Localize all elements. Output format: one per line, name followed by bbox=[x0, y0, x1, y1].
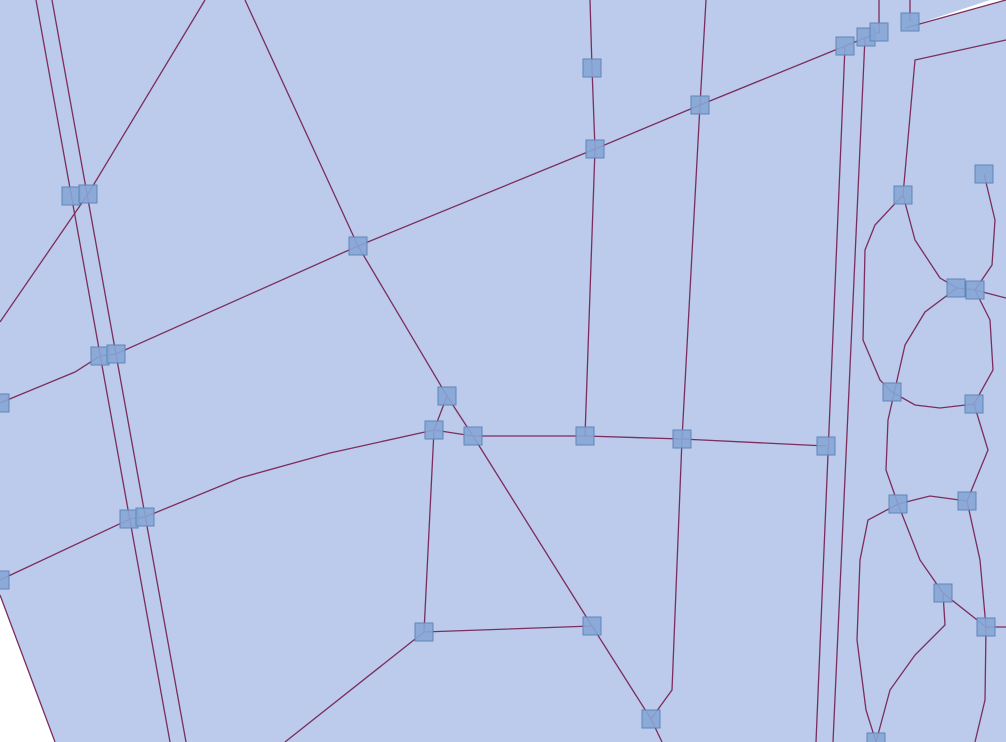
node bbox=[437, 386, 457, 406]
node bbox=[641, 709, 661, 729]
node bbox=[882, 382, 902, 402]
node bbox=[964, 394, 984, 414]
node bbox=[414, 622, 434, 642]
node bbox=[672, 429, 692, 449]
node bbox=[900, 12, 920, 32]
node bbox=[974, 164, 994, 184]
node bbox=[690, 95, 710, 115]
node bbox=[946, 278, 966, 298]
node bbox=[816, 436, 836, 456]
node bbox=[933, 583, 953, 603]
node bbox=[424, 420, 444, 440]
nodes bbox=[0, 12, 996, 742]
node bbox=[90, 346, 110, 366]
node bbox=[106, 344, 126, 364]
node bbox=[582, 616, 602, 636]
node bbox=[888, 494, 908, 514]
road bbox=[885, 287, 1006, 628]
node bbox=[0, 393, 10, 413]
node bbox=[348, 236, 368, 256]
road bbox=[584, 0, 596, 437]
node bbox=[135, 507, 155, 527]
road bbox=[862, 39, 1006, 393]
node bbox=[585, 139, 605, 159]
node bbox=[575, 426, 595, 446]
road bbox=[856, 495, 968, 742]
node bbox=[119, 509, 139, 529]
node bbox=[0, 570, 10, 590]
node bbox=[582, 58, 602, 78]
node bbox=[869, 22, 889, 42]
node bbox=[61, 186, 81, 206]
node bbox=[893, 185, 913, 205]
node bbox=[976, 617, 996, 637]
node bbox=[78, 184, 98, 204]
road bbox=[284, 395, 593, 742]
node bbox=[866, 732, 886, 742]
node bbox=[965, 280, 985, 300]
road bbox=[815, 36, 866, 742]
node bbox=[957, 491, 977, 511]
road bbox=[875, 592, 946, 742]
node bbox=[835, 36, 855, 56]
road bbox=[35, 0, 187, 742]
road bbox=[891, 391, 975, 409]
node bbox=[463, 426, 483, 446]
